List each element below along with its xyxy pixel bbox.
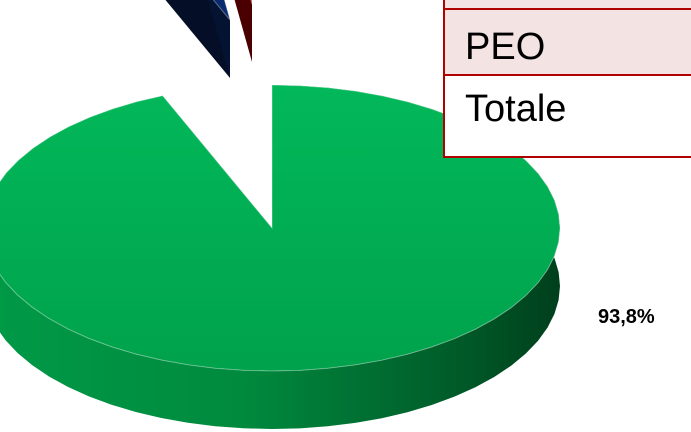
legend-table: PEO Totale	[443, 0, 691, 160]
table-cell-totale: Totale	[465, 88, 567, 130]
pie-slice-1	[165, 0, 231, 78]
table-cell-peo: PEO	[465, 26, 546, 68]
table-row: Totale	[443, 74, 691, 158]
data-label-green: 93,8%	[598, 306, 655, 328]
pie-slice-2	[234, 0, 253, 62]
table-row-header	[443, 0, 691, 8]
table-row: PEO	[443, 8, 691, 74]
